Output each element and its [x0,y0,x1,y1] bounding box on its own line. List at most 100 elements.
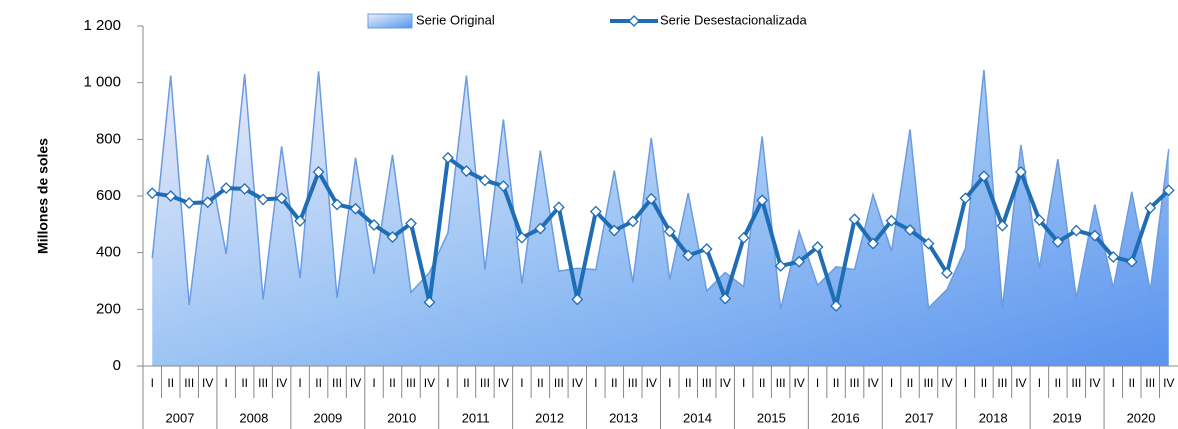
marker [479,174,491,187]
marker [1070,224,1083,237]
marker [1144,201,1157,214]
marker [1162,184,1175,197]
marker [1088,229,1101,242]
year-label: 2020 [1127,410,1156,425]
year-label: 2011 [462,410,490,425]
year-label: 2008 [239,410,268,425]
x-tick-label: I [964,376,967,390]
x-tick-label: IV [498,376,509,390]
marker [146,187,159,200]
marker [663,225,676,238]
marker [386,231,399,244]
marker [349,202,362,215]
x-tick-label: II [389,376,396,390]
marker [405,217,417,230]
y-tick-label: 0 [113,357,121,374]
y-tick-label: 1 000 [83,74,121,91]
x-tick-label: II [611,376,618,390]
year-label: 2017 [905,410,934,425]
year-label: 2009 [313,410,342,425]
marker [220,182,233,194]
marker [904,224,916,236]
x-tick-label: II [685,376,692,390]
year-label: 2016 [831,410,860,425]
x-tick-label: I [816,376,819,390]
x-tick-label: III [1145,376,1155,390]
x-tick-label: IV [1015,376,1026,390]
marker [885,214,898,227]
x-tick-label: III [923,376,933,390]
x-tick-label: III [1071,376,1081,390]
marker [552,201,565,214]
x-tick-label: III [554,376,564,390]
x-tick-label: II [759,376,766,390]
marker [257,193,270,206]
marker [700,243,713,255]
legend-label: Serie Original [416,12,495,27]
x-tick-label: II [241,376,248,390]
x-tick-label: III [628,376,638,390]
x-tick-label: III [850,376,860,390]
marker [737,232,750,244]
year-label: 2012 [535,410,564,425]
x-tick-label: II [833,376,840,390]
y-tick-label: 400 [96,244,121,261]
x-tick-label: I [446,376,449,390]
x-tick-label: I [668,376,671,390]
marker [238,182,251,195]
x-tick-label: I [1038,376,1041,390]
legend-marker [628,15,640,27]
year-label: 2013 [609,410,638,425]
marker [774,260,787,272]
y-axis-label: Millones de soles [35,138,51,254]
year-label: 2014 [683,410,712,425]
marker [515,231,528,244]
x-tick-label: IV [1089,376,1100,390]
x-tick-label: III [702,376,712,390]
x-tick-label: I [224,376,227,390]
marker [534,222,547,235]
year-label: 2015 [757,410,786,425]
marker [830,300,842,312]
marker [756,194,769,207]
marker [423,296,436,309]
marker [922,237,935,250]
x-tick-label: IV [202,376,213,390]
x-tick-label: IV [720,376,731,390]
x-tick-label: III [997,376,1007,390]
marker [1051,235,1064,248]
x-tick-label: III [480,376,490,390]
marker [164,190,177,202]
x-tick-label: III [406,376,416,390]
marker [793,255,806,268]
x-tick-label: I [151,376,154,390]
year-label: 2010 [387,410,416,425]
marker [978,170,990,183]
x-tick-label: IV [867,376,878,390]
marker [331,198,343,211]
marker [1033,214,1046,227]
x-tick-label: II [167,376,174,390]
x-tick-label: IV [941,376,952,390]
marker [368,218,380,231]
x-tick-label: I [890,376,893,390]
marker [645,192,658,205]
marker [996,219,1009,232]
y-tick-label: 800 [96,130,121,147]
x-tick-label: IV [572,376,583,390]
x-tick-label: IV [793,376,804,390]
marker [867,237,879,250]
x-tick-label: IV [424,376,435,390]
x-tick-label: II [981,376,988,390]
marker [201,196,214,209]
x-tick-label: I [520,376,523,390]
x-tick-label: II [315,376,322,390]
y-tick-label: 1 200 [83,17,121,34]
marker [183,197,196,210]
marker [589,205,602,218]
y-tick-label: 600 [96,187,121,204]
marker [608,224,621,237]
marker [1107,250,1120,263]
marker [626,215,639,228]
